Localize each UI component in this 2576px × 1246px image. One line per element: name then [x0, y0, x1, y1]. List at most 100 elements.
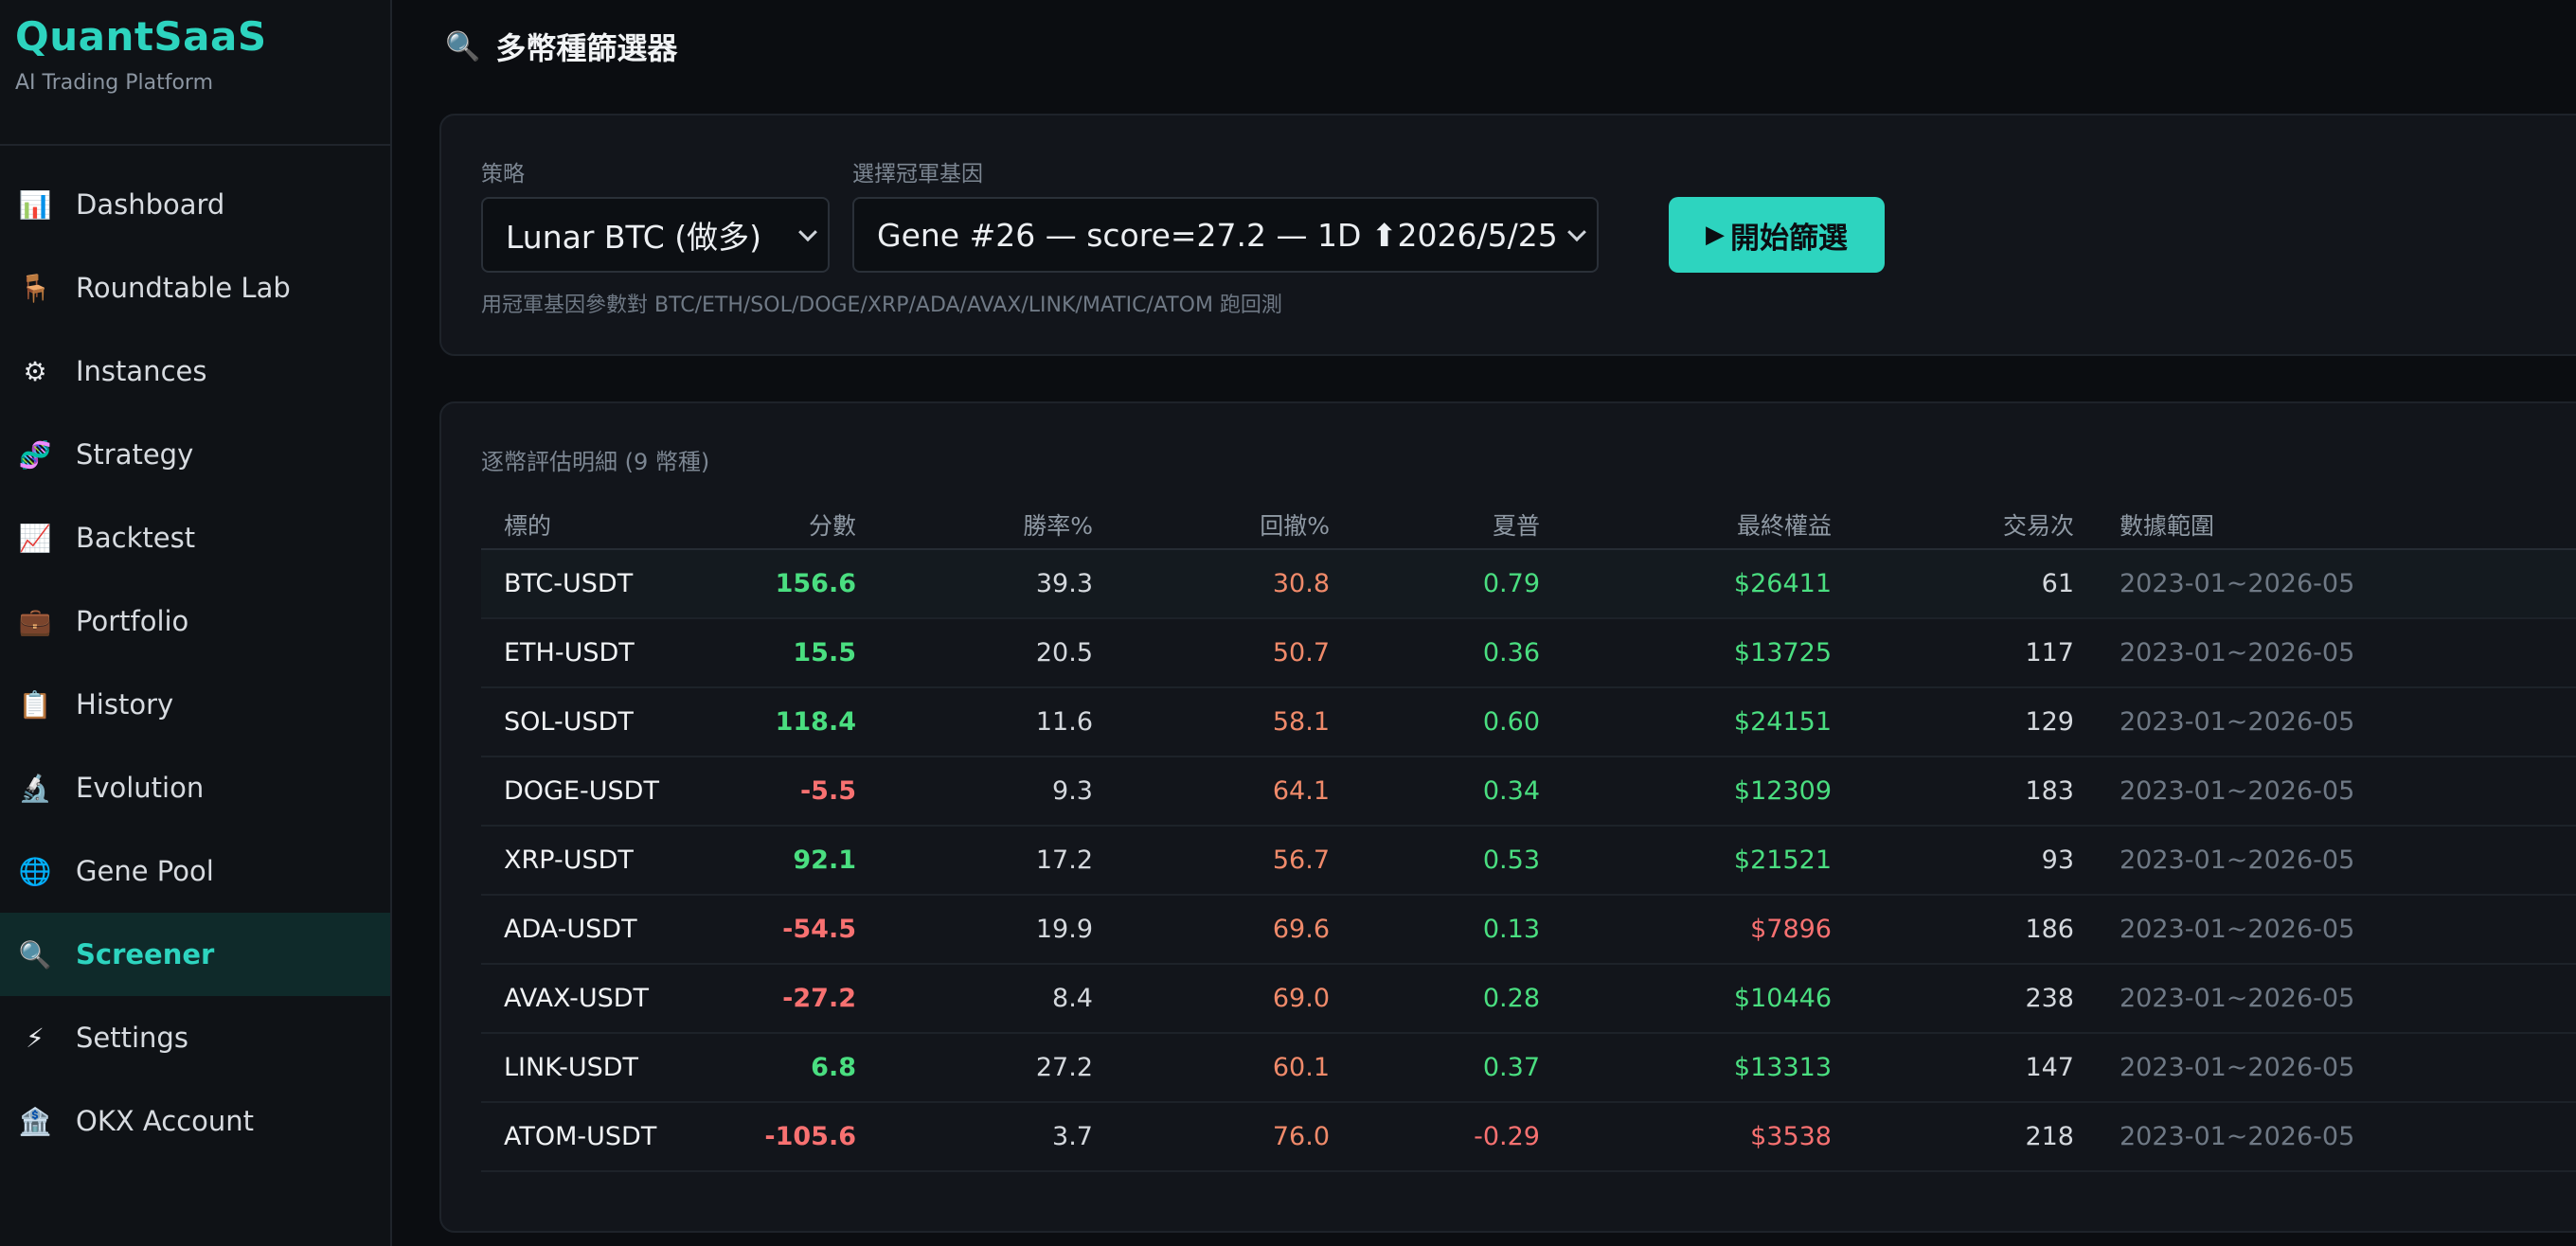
cell-sharpe: -0.29 — [1352, 1102, 1563, 1172]
cell-symbol: ADA-USDT — [481, 895, 727, 965]
sidebar-item-gene-pool[interactable]: 🌐 Gene Pool — [0, 829, 390, 913]
sidebar-item-label: OKX Account — [76, 1105, 255, 1137]
sidebar-item-roundtable-lab[interactable]: 🪑 Roundtable Lab — [0, 246, 390, 329]
sidebar-item-strategy[interactable]: 🧬 Strategy — [0, 413, 390, 496]
cell-trades: 218 — [1854, 1102, 2097, 1172]
sidebar-item-portfolio[interactable]: 💼 Portfolio — [0, 579, 390, 663]
results-title: 逐幣評估明細 (9 幣種) — [481, 449, 710, 475]
table-row[interactable]: ATOM-USDT -105.6 3.7 76.0 -0.29 $3538 218 2023-… — [481, 1102, 2576, 1172]
main-content: 🔍 多幣種篩選器 策略 Lunar BTC (做多) 選擇冠軍基因 Gene #… — [394, 0, 2576, 1246]
sidebar-item-okx-account[interactable]: 🏦 OKX Account — [0, 1079, 390, 1163]
magnifier-icon: 🔍 — [18, 938, 52, 970]
chart-up-icon: 📈 — [18, 522, 52, 554]
cell-final-equity: $12309 — [1563, 756, 1854, 827]
cell-sharpe: 0.28 — [1352, 964, 1563, 1034]
column-header-trades[interactable]: 交易次 — [1854, 500, 2097, 550]
cell-data-range: 2023-01~2026-05 — [2097, 1033, 2576, 1103]
table-header-row: 標的 分數 勝率% 回撤% 夏普 最終權益 交易次 數據範圍 — [481, 500, 2576, 550]
cell-score: -105.6 — [727, 1102, 879, 1172]
cell-score: 156.6 — [727, 549, 879, 619]
cell-win-rate: 8.4 — [879, 964, 1116, 1034]
cell-drawdown: 50.7 — [1116, 618, 1352, 688]
play-icon: ▶ — [1706, 221, 1725, 249]
column-header-sharpe[interactable]: 夏普 — [1352, 500, 1563, 550]
sidebar-item-label: Strategy — [76, 438, 194, 471]
cell-trades: 186 — [1854, 895, 2097, 965]
cell-drawdown: 30.8 — [1116, 549, 1352, 619]
sidebar-item-backtest[interactable]: 📈 Backtest — [0, 496, 390, 579]
sidebar-item-settings[interactable]: ⚡ Settings — [0, 996, 390, 1079]
cell-data-range: 2023-01~2026-05 — [2097, 1102, 2576, 1172]
cell-sharpe: 0.13 — [1352, 895, 1563, 965]
bar-chart-icon: 📊 — [18, 188, 52, 221]
cell-final-equity: $26411 — [1563, 549, 1854, 619]
screener-controls-card: 策略 Lunar BTC (做多) 選擇冠軍基因 Gene #26 — scor… — [439, 114, 2576, 356]
gene-select-value: Gene #26 — score=27.2 — 1D ⬆2026/5/25 — [877, 216, 1558, 254]
table-row[interactable]: SOL-USDT 118.4 11.6 58.1 0.60 $24151 129 2023-0… — [481, 687, 2576, 757]
sidebar-item-instances[interactable]: ⚙ Instances — [0, 329, 390, 413]
start-screening-button[interactable]: ▶ 開始篩選 — [1669, 197, 1885, 273]
strategy-select[interactable]: Lunar BTC (做多) — [481, 197, 830, 273]
cell-trades: 129 — [1854, 687, 2097, 757]
dna-icon: 🧬 — [18, 438, 52, 471]
cell-symbol: AVAX-USDT — [481, 964, 727, 1034]
gene-select[interactable]: Gene #26 — score=27.2 — 1D ⬆2026/5/25 — [852, 197, 1599, 273]
microscope-icon: 🔬 — [18, 772, 52, 804]
table-row[interactable]: DOGE-USDT -5.5 9.3 64.1 0.34 $12309 183 2023-01… — [481, 756, 2576, 827]
column-header-final-equity[interactable]: 最終權益 — [1563, 500, 1854, 550]
cell-drawdown: 64.1 — [1116, 756, 1352, 827]
cell-symbol: BTC-USDT — [481, 549, 727, 619]
column-header-drawdown[interactable]: 回撤% — [1116, 500, 1352, 550]
cell-sharpe: 0.79 — [1352, 549, 1563, 619]
table-row[interactable]: ADA-USDT -54.5 19.9 69.6 0.13 $7896 186 2023-01… — [481, 895, 2576, 965]
column-header-score[interactable]: 分數 — [727, 500, 879, 550]
cell-symbol: ATOM-USDT — [481, 1102, 727, 1172]
cell-drawdown: 58.1 — [1116, 687, 1352, 757]
brand: QuantSaaS AI Trading Platform — [0, 0, 390, 146]
cell-symbol: LINK-USDT — [481, 1033, 727, 1103]
cell-score: -27.2 — [727, 964, 879, 1034]
cell-final-equity: $3538 — [1563, 1102, 1854, 1172]
column-header-symbol[interactable]: 標的 — [481, 500, 727, 550]
cell-drawdown: 76.0 — [1116, 1102, 1352, 1172]
sidebar-item-history[interactable]: 📋 History — [0, 663, 390, 746]
cell-sharpe: 0.53 — [1352, 826, 1563, 896]
cell-score: 92.1 — [727, 826, 879, 896]
sidebar-item-evolution[interactable]: 🔬 Evolution — [0, 746, 390, 829]
globe-icon: 🌐 — [18, 855, 52, 887]
sidebar-item-screener[interactable]: 🔍 Screener — [0, 913, 390, 996]
column-header-data-range[interactable]: 數據範圍 — [2097, 500, 2576, 550]
cell-symbol: SOL-USDT — [481, 687, 727, 757]
magnifier-icon: 🔍 — [445, 29, 481, 63]
cell-drawdown: 69.6 — [1116, 895, 1352, 965]
cell-score: -54.5 — [727, 895, 879, 965]
cell-score: -5.5 — [727, 756, 879, 827]
sidebar-item-label: Screener — [76, 938, 215, 970]
cell-symbol: XRP-USDT — [481, 826, 727, 896]
sidebar-item-label: Evolution — [76, 772, 205, 804]
bank-icon: 🏦 — [18, 1105, 52, 1137]
sidebar-item-dashboard[interactable]: 📊 Dashboard — [0, 163, 390, 246]
cell-final-equity: $21521 — [1563, 826, 1854, 896]
cell-sharpe: 0.37 — [1352, 1033, 1563, 1103]
column-header-win-rate[interactable]: 勝率% — [879, 500, 1116, 550]
cell-symbol: ETH-USDT — [481, 618, 727, 688]
table-row[interactable]: LINK-USDT 6.8 27.2 60.1 0.37 $13313 147 2023-01… — [481, 1033, 2576, 1103]
table-row[interactable]: AVAX-USDT -27.2 8.4 69.0 0.28 $10446 238 2023-0… — [481, 964, 2576, 1034]
table-row[interactable]: BTC-USDT 156.6 39.3 30.8 0.79 $26411 61 2023-01… — [481, 549, 2576, 619]
table-row[interactable]: XRP-USDT 92.1 17.2 56.7 0.53 $21521 93 2023-01~… — [481, 826, 2576, 896]
sidebar-item-label: Gene Pool — [76, 855, 214, 887]
cell-final-equity: $7896 — [1563, 895, 1854, 965]
sidebar-item-label: Portfolio — [76, 605, 189, 637]
sidebar-nav: 📊 Dashboard 🪑 Roundtable Lab ⚙ Instances 🧬 Stra… — [0, 146, 390, 1163]
cell-sharpe: 0.36 — [1352, 618, 1563, 688]
results-table: 標的 分數 勝率% 回撤% 夏普 最終權益 交易次 數據範圍 BTC-USDT 156.6 39.… — [481, 500, 2576, 1172]
cell-sharpe: 0.60 — [1352, 687, 1563, 757]
cell-drawdown: 56.7 — [1116, 826, 1352, 896]
table-row[interactable]: ETH-USDT 15.5 20.5 50.7 0.36 $13725 117 2023-01… — [481, 618, 2576, 688]
start-screening-label: 開始篩選 — [1730, 221, 1848, 256]
cell-score: 118.4 — [727, 687, 879, 757]
lightning-icon: ⚡ — [26, 1022, 45, 1054]
brand-title[interactable]: QuantSaaS — [15, 13, 267, 60]
screener-hint: 用冠軍基因參數對 BTC/ETH/SOL/DOGE/XRP/ADA/AVAX/L… — [481, 294, 1282, 317]
